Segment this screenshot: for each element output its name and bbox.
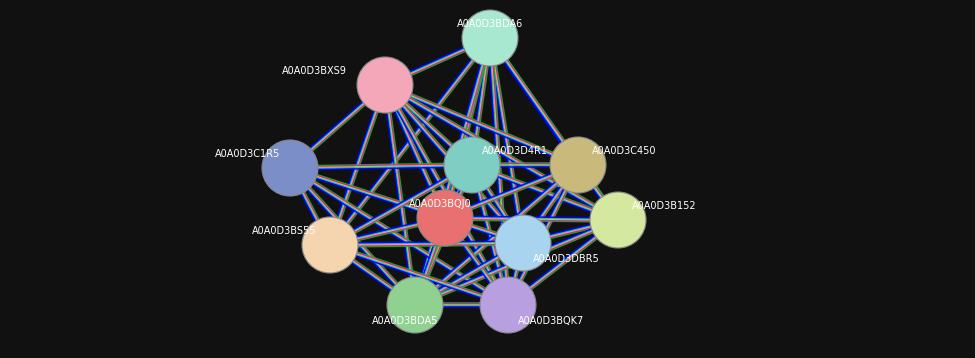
Circle shape xyxy=(462,10,518,66)
Circle shape xyxy=(444,137,500,193)
Text: A0A0D3BS55: A0A0D3BS55 xyxy=(252,226,316,236)
Text: A0A0D3BDA6: A0A0D3BDA6 xyxy=(457,19,524,29)
Text: A0A0D3BQK7: A0A0D3BQK7 xyxy=(518,316,584,326)
Circle shape xyxy=(302,217,358,273)
Text: A0A0D3DBR5: A0A0D3DBR5 xyxy=(533,254,600,264)
Circle shape xyxy=(357,57,413,113)
Circle shape xyxy=(495,215,551,271)
Circle shape xyxy=(262,140,318,196)
Circle shape xyxy=(590,192,646,248)
Text: A0A0D3B152: A0A0D3B152 xyxy=(632,201,696,211)
Circle shape xyxy=(480,277,536,333)
Circle shape xyxy=(550,137,606,193)
Text: A0A0D3C450: A0A0D3C450 xyxy=(592,146,656,156)
Text: A0A0D3BDA5: A0A0D3BDA5 xyxy=(371,316,438,326)
Circle shape xyxy=(387,277,443,333)
Text: A0A0D3BQJ0: A0A0D3BQJ0 xyxy=(409,199,471,209)
Text: A0A0D3D4R1: A0A0D3D4R1 xyxy=(482,146,548,156)
Circle shape xyxy=(417,190,473,246)
Text: A0A0D3BXS9: A0A0D3BXS9 xyxy=(282,66,347,76)
Text: A0A0D3C1R5: A0A0D3C1R5 xyxy=(214,149,280,159)
